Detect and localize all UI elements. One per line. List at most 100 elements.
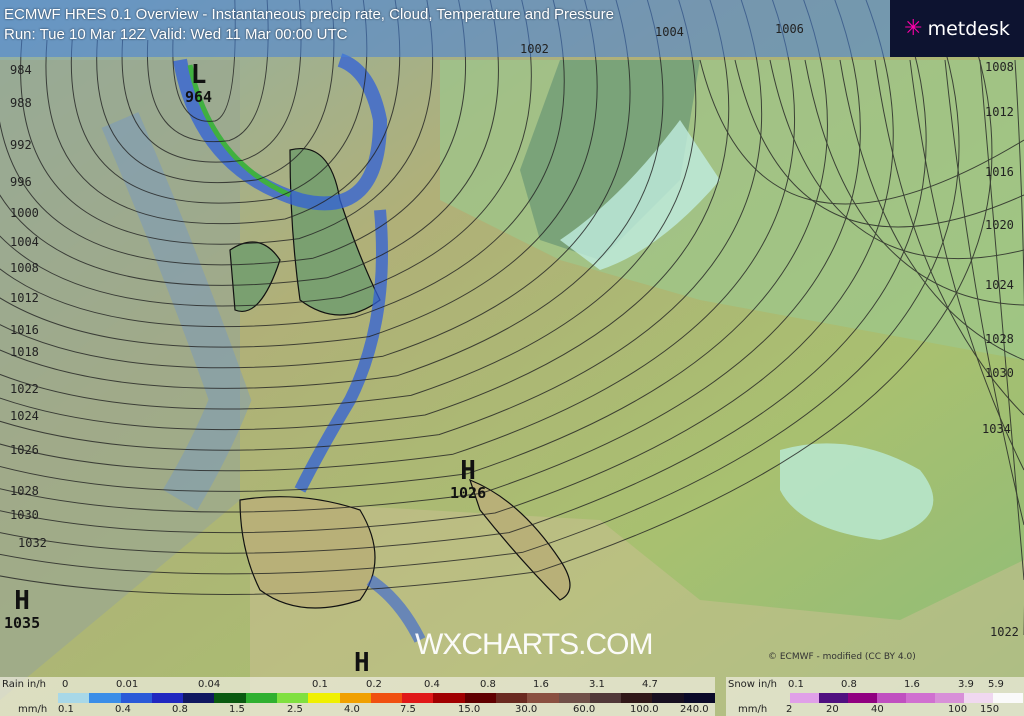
legend-tick-in: 1.6 bbox=[533, 679, 549, 690]
legend-swatch bbox=[402, 693, 434, 703]
isobar-line bbox=[20, 0, 434, 245]
legend-tick-mm: 240.0 bbox=[680, 704, 709, 715]
isobar-label: 1028 bbox=[985, 332, 1014, 346]
showers bbox=[101, 112, 252, 511]
legend-swatch bbox=[993, 693, 1023, 703]
isobar-line bbox=[0, 0, 631, 369]
legend-tick-in: 0.01 bbox=[116, 679, 139, 690]
legend-swatch bbox=[277, 693, 309, 703]
rain-mm-label: mm/h bbox=[18, 704, 48, 715]
atlantic-ocean bbox=[0, 60, 240, 700]
isobar-label: 1002 bbox=[520, 42, 549, 56]
isobar-label: 1026 bbox=[10, 443, 39, 457]
legend-swatch bbox=[214, 693, 247, 703]
header-bar: ECMWF HRES 0.1 Overview - Instantaneous … bbox=[0, 0, 890, 57]
isobar-line bbox=[45, 0, 401, 225]
legend-swatch bbox=[848, 693, 878, 703]
isobar-label: 992 bbox=[10, 138, 32, 152]
isobar-label: 1016 bbox=[10, 323, 39, 337]
legend-swatch bbox=[89, 693, 122, 703]
isobar-line bbox=[0, 0, 927, 554]
rain-legend: Rain in/h mm/h 0 0.01 0.04 0.1 0.2 0.4 0.8 1.6 3… bbox=[0, 677, 716, 716]
legend-swatch bbox=[120, 693, 153, 703]
isobar-label: 1028 bbox=[10, 484, 39, 498]
legend-tick-mm: 30.0 bbox=[515, 704, 538, 715]
legend-tick-mm: 7.5 bbox=[400, 704, 416, 715]
legend-tick-in: 0.2 bbox=[366, 679, 382, 690]
snow-mm-label: mm/h bbox=[738, 704, 768, 715]
legend-swatch bbox=[621, 693, 653, 703]
isobar-line bbox=[769, 59, 1024, 260]
legend-tick-in: 0.1 bbox=[312, 679, 328, 690]
isobar-line bbox=[734, 59, 1024, 228]
legend-tick-in: 0.8 bbox=[841, 679, 857, 690]
legend-swatch bbox=[906, 693, 936, 703]
legend-swatch bbox=[589, 693, 622, 703]
legend-tick-mm: 100 bbox=[948, 704, 968, 715]
snow-legend: Snow in/h mm/h 0.1 0.8 1.6 3.9 5.9 2 20 40 100 15… bbox=[726, 677, 1024, 716]
isobar-label: 984 bbox=[10, 63, 32, 77]
isobar-label: 1032 bbox=[18, 536, 47, 550]
mediterranean-region bbox=[250, 500, 1024, 716]
legend-tick-in: 3.9 bbox=[958, 679, 974, 690]
isobar-line bbox=[96, 0, 335, 184]
legend-tick-in: 4.7 bbox=[642, 679, 658, 690]
isobar-line bbox=[1014, 59, 1024, 635]
legend-tick-in: 5.9 bbox=[988, 679, 1004, 690]
norway-sweden-cloud bbox=[520, 60, 700, 260]
legend-tick-mm: 20 bbox=[826, 704, 839, 715]
isobar-line bbox=[0, 0, 796, 472]
legend-swatch bbox=[183, 693, 215, 703]
chart-title: ECMWF HRES 0.1 Overview - Instantaneous … bbox=[4, 5, 614, 45]
isobar-label: 1000 bbox=[10, 206, 39, 220]
legend-swatch bbox=[339, 693, 372, 703]
title-line-1: ECMWF HRES 0.1 Overview - Instantaneous … bbox=[4, 6, 614, 23]
isobar-line bbox=[0, 0, 697, 410]
legend-tick-mm: 0.1 bbox=[58, 704, 74, 715]
legend-swatch bbox=[245, 693, 278, 703]
isobar-label: 1022 bbox=[10, 382, 39, 396]
isobar-label: 1024 bbox=[985, 278, 1014, 292]
isobar-label: 1018 bbox=[10, 345, 39, 359]
legend-tick-mm: 0.8 bbox=[172, 704, 188, 715]
snow-in-label: Snow in/h bbox=[728, 679, 777, 690]
isobar-label: 1004 bbox=[10, 235, 39, 249]
legend-tick-mm: 2.5 bbox=[287, 704, 303, 715]
legend-swatch bbox=[464, 693, 497, 703]
legend-swatch bbox=[527, 693, 560, 703]
high-pressure-center: H bbox=[354, 648, 370, 678]
title-line-2: Run: Tue 10 Mar 12Z Valid: Wed 11 Mar 00… bbox=[4, 26, 348, 43]
isobar-label: 1008 bbox=[10, 261, 39, 275]
isobars bbox=[0, 0, 1024, 635]
legend-swatch bbox=[308, 693, 341, 703]
legend-swatch bbox=[819, 693, 849, 703]
legend-swatch bbox=[877, 693, 907, 703]
legend-tick-mm: 4.0 bbox=[344, 704, 360, 715]
metdesk-logo: ✳ metdesk bbox=[890, 0, 1024, 57]
isobar-label: 1030 bbox=[10, 508, 39, 522]
rain-in-label: Rain in/h bbox=[2, 679, 46, 690]
isobar-label: 996 bbox=[10, 175, 32, 189]
legend-tick-mm: 100.0 bbox=[630, 704, 659, 715]
iberia bbox=[239, 496, 376, 609]
isobar-label: 1004 bbox=[655, 25, 684, 39]
precip-north-africa bbox=[366, 575, 426, 643]
isobar-label: 1020 bbox=[985, 218, 1014, 232]
isobar-label: 1034 bbox=[982, 422, 1011, 436]
legend-tick-mm: 1.5 bbox=[229, 704, 245, 715]
legend-tick-mm: 2 bbox=[786, 704, 793, 715]
isobar-line bbox=[839, 59, 1024, 361]
isobar-line bbox=[0, 0, 664, 389]
isobar-label: 1012 bbox=[10, 291, 39, 305]
isobar-line bbox=[0, 0, 894, 534]
high-pressure-center: H 1026 bbox=[450, 456, 487, 502]
legend-tick-in: 0 bbox=[62, 679, 69, 690]
legend-swatch bbox=[964, 693, 994, 703]
isobar-label: 1022 bbox=[990, 625, 1019, 639]
isobar-line bbox=[874, 59, 1024, 416]
precip-band-front bbox=[294, 209, 388, 493]
isobar-label: 1024 bbox=[10, 409, 39, 423]
watermark: WXCHARTS.COM bbox=[415, 628, 653, 661]
high-pressure-center: H 1035 bbox=[4, 586, 41, 632]
